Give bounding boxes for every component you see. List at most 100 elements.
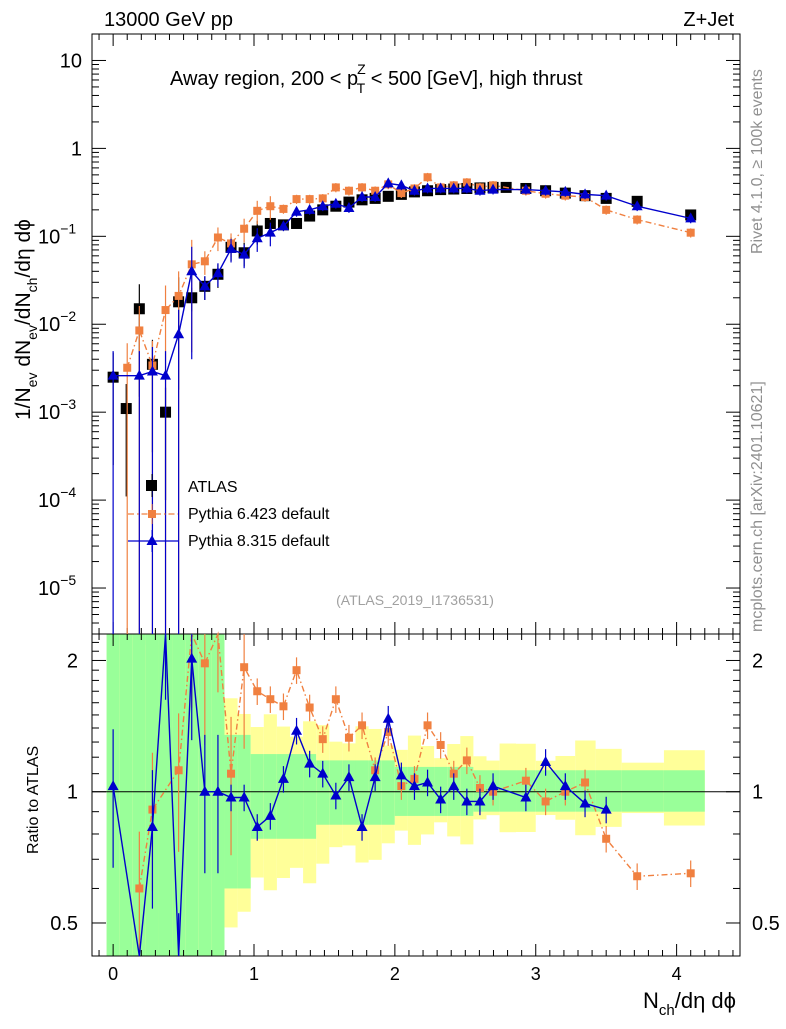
band-inner-bin: [595, 770, 622, 812]
data-point: [631, 200, 643, 211]
data-point: [686, 228, 695, 237]
data-point: [251, 232, 263, 243]
ratio-point: [330, 789, 342, 800]
data-point: [487, 183, 499, 194]
data-point: [633, 215, 642, 224]
ratio-point: [212, 785, 224, 796]
y-tick-label-top: 10−4: [38, 484, 76, 512]
y-tick-label-top: 10−3: [38, 396, 76, 424]
data-point: [305, 195, 314, 204]
y-tick-label-ratio-left: 1: [67, 782, 78, 804]
ratio-panel-frame: [91, 633, 741, 957]
ratio-point: [436, 740, 445, 749]
data-point: [461, 182, 473, 193]
data-point: [213, 233, 222, 242]
band-inner-bin: [119, 634, 133, 956]
legend: ATLAS Pythia 6.423 default Pythia 8.315 …: [128, 474, 330, 552]
ratio-point: [369, 771, 381, 782]
ratio-point: [475, 783, 484, 792]
band-inner-bin: [368, 760, 382, 825]
ratio-point: [541, 797, 550, 806]
x-tick-label: 0: [108, 964, 118, 984]
plot-title: Away region, 200 < pZ T < 500 [GeV], high…: [170, 61, 583, 96]
ratio-point: [227, 769, 236, 778]
mcplots-label: mcplots.cern.ch [arXiv:2401.10621]: [749, 381, 766, 632]
band-inner-bin: [303, 754, 317, 839]
y-tick-label-top: 10−5: [38, 572, 76, 600]
ratio-point: [540, 755, 552, 766]
data-point: [199, 280, 211, 291]
data-point: [304, 210, 316, 222]
data-point: [395, 179, 407, 190]
data-point: [146, 365, 158, 376]
data-point: [423, 173, 432, 182]
legend-marker-pythia6: [148, 510, 156, 518]
x-axis-label: Nch/dη dϕ: [643, 988, 736, 1019]
data-point: [186, 265, 198, 276]
data-point: [291, 205, 303, 216]
data-point: [160, 369, 172, 380]
ratio-point: [520, 791, 532, 802]
ratio-point: [146, 821, 158, 832]
ratio-point: [462, 756, 471, 765]
data-point: [344, 186, 353, 195]
ratio-point: [279, 702, 288, 711]
band-inner-bin: [663, 770, 705, 812]
ratio-line: [112, 633, 607, 957]
ratio-point: [266, 695, 275, 704]
ratio-point: [186, 652, 198, 663]
ratio-point: [581, 778, 590, 787]
ratio-point: [358, 721, 367, 730]
ratio-point: [253, 687, 262, 696]
ratio-point: [602, 834, 611, 843]
data-point: [266, 202, 275, 211]
ratio-point: [423, 721, 432, 730]
x-tick-label: 2: [390, 964, 400, 984]
data-point: [358, 183, 367, 192]
y-tick-label-top: 10: [60, 50, 82, 72]
data-point: [173, 328, 185, 339]
x-tick-label: 4: [672, 964, 682, 984]
ratio-point: [305, 703, 314, 712]
band-inner-bin: [342, 760, 356, 825]
ratio-point: [686, 869, 695, 878]
ratio-point: [579, 797, 591, 808]
data-point: [408, 184, 420, 195]
data-point: [559, 185, 571, 196]
series-pythia8: [107, 177, 697, 634]
data-point: [474, 184, 486, 195]
ratio-point: [174, 766, 183, 775]
data-point: [371, 186, 380, 195]
ratio-point: [135, 884, 144, 893]
data-point: [253, 206, 262, 215]
data-point: [382, 177, 394, 188]
data-point: [520, 183, 532, 194]
ratio-point: [251, 821, 263, 832]
legend-label-pythia8: Pythia 8.315 default: [188, 533, 330, 550]
ratio-point: [225, 791, 237, 802]
data-point: [161, 306, 170, 315]
ratio-point: [318, 735, 327, 744]
data-point: [200, 257, 209, 266]
data-point: [279, 204, 288, 213]
data-point: [120, 403, 132, 415]
data-point: [435, 182, 447, 193]
data-point: [397, 189, 406, 198]
ratio-point: [317, 767, 329, 778]
ratio-point: [487, 780, 499, 791]
data-point: [343, 201, 355, 212]
axis-tick-labels: 0 1 2 3 4 10 1 10−1 10−2 10−3 10−4 10−5 0.5 0.5 1 1 2 2: [38, 50, 780, 984]
ratio-point: [343, 771, 355, 782]
ratio-point: [264, 809, 276, 820]
ratio-series-pythia8: [107, 633, 612, 957]
ratio-point: [240, 663, 249, 672]
ratio-point: [422, 776, 434, 787]
band-inner-bin: [185, 634, 199, 956]
ratio-point: [199, 785, 211, 796]
band-inner-bin: [276, 754, 290, 839]
band-inner-bin: [132, 634, 146, 956]
data-point: [600, 189, 612, 200]
y-axis-label-ratio: Ratio to ATLAS: [25, 746, 42, 854]
